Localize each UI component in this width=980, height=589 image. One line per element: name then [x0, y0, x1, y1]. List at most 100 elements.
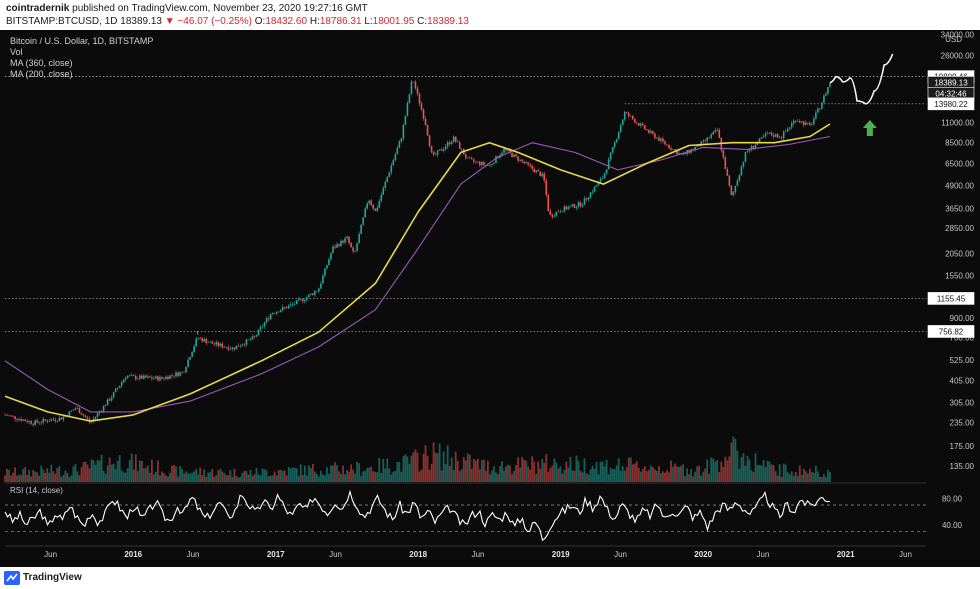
candle-body[interactable]: [229, 348, 232, 350]
candle-body[interactable]: [114, 388, 117, 393]
volume-bar[interactable]: [370, 466, 373, 482]
candle-body[interactable]: [420, 103, 423, 110]
volume-bar[interactable]: [48, 472, 51, 482]
candle-body[interactable]: [273, 313, 276, 314]
volume-bar[interactable]: [503, 470, 505, 482]
candle-body[interactable]: [326, 265, 328, 269]
volume-bar[interactable]: [724, 456, 727, 482]
candle-body[interactable]: [569, 205, 572, 207]
candle-body[interactable]: [370, 200, 373, 205]
volume-bar[interactable]: [752, 472, 755, 482]
volume-bar[interactable]: [227, 475, 230, 482]
candle-body[interactable]: [44, 419, 47, 421]
candle-body[interactable]: [678, 153, 680, 155]
candle-body[interactable]: [658, 137, 660, 141]
candle-body[interactable]: [803, 121, 805, 126]
chart-area[interactable]: 135.00 175.00 235.00 305.00 405.00 525.00 700.…: [0, 30, 980, 567]
volume-bar[interactable]: [183, 473, 185, 482]
volume-bar[interactable]: [792, 475, 795, 482]
volume-bar[interactable]: [161, 471, 163, 482]
volume-bar[interactable]: [434, 452, 437, 482]
price-label-box[interactable]: [927, 292, 975, 305]
volume-bar[interactable]: [599, 461, 602, 482]
candle-body[interactable]: [646, 129, 648, 131]
volume-bar[interactable]: [513, 470, 515, 482]
volume-bar[interactable]: [786, 472, 789, 482]
volume-bar[interactable]: [106, 465, 109, 482]
volume-bar[interactable]: [245, 471, 248, 482]
volume-bar[interactable]: [4, 475, 6, 482]
candle-body[interactable]: [28, 421, 30, 423]
volume-bar[interactable]: [283, 470, 286, 482]
candle-body[interactable]: [169, 375, 171, 379]
volume-bar[interactable]: [621, 466, 624, 482]
volume-bar[interactable]: [825, 476, 827, 482]
volume-bar[interactable]: [332, 465, 334, 482]
volume-bar[interactable]: [766, 460, 769, 482]
volume-bar[interactable]: [722, 466, 725, 482]
volume-bar[interactable]: [454, 451, 457, 482]
volume-bar[interactable]: [706, 459, 709, 482]
candle-body[interactable]: [195, 338, 197, 347]
volume-bar[interactable]: [605, 459, 608, 482]
volume-bar[interactable]: [607, 474, 610, 482]
candle-body[interactable]: [708, 137, 711, 139]
candle-body[interactable]: [90, 421, 93, 423]
volume-bar[interactable]: [112, 463, 115, 482]
candle-body[interactable]: [310, 293, 312, 295]
volume-bar[interactable]: [98, 460, 101, 482]
volume-bar[interactable]: [819, 476, 821, 482]
volume-bar[interactable]: [422, 453, 425, 482]
volume-bar[interactable]: [631, 464, 634, 482]
candle-body[interactable]: [426, 125, 429, 136]
volume-bar[interactable]: [827, 469, 829, 482]
volume-bar[interactable]: [386, 458, 389, 482]
candle-body[interactable]: [287, 305, 290, 309]
volume-bar[interactable]: [497, 474, 499, 482]
candle-body[interactable]: [390, 165, 393, 173]
candle-body[interactable]: [493, 163, 495, 165]
candle-body[interactable]: [448, 142, 451, 144]
candle-body[interactable]: [223, 347, 226, 348]
volume-bar[interactable]: [12, 472, 14, 482]
volume-bar[interactable]: [698, 465, 701, 482]
candle-body[interactable]: [183, 371, 185, 373]
volume-bar[interactable]: [762, 460, 765, 482]
candle-body[interactable]: [533, 168, 535, 173]
volume-bar[interactable]: [255, 467, 258, 482]
volume-bar[interactable]: [14, 467, 16, 482]
legend-ma360[interactable]: MA (360, close): [10, 58, 73, 68]
candle-body[interactable]: [352, 247, 354, 252]
volume-bar[interactable]: [94, 464, 97, 482]
candle-body[interactable]: [766, 133, 769, 135]
candle-body[interactable]: [460, 148, 463, 150]
candle-body[interactable]: [257, 329, 260, 335]
volume-bar[interactable]: [348, 471, 350, 482]
volume-bar[interactable]: [100, 454, 103, 482]
candle-body[interactable]: [96, 413, 99, 417]
candle-body[interactable]: [483, 162, 485, 165]
candle-body[interactable]: [316, 291, 318, 292]
candle-body[interactable]: [368, 200, 370, 204]
volume-bar[interactable]: [60, 476, 63, 482]
volume-bar[interactable]: [728, 456, 731, 482]
candle-body[interactable]: [537, 170, 540, 172]
volume-bar[interactable]: [547, 471, 550, 482]
candle-body[interactable]: [215, 342, 218, 345]
volume-bar[interactable]: [768, 461, 771, 482]
candle-body[interactable]: [585, 198, 588, 200]
candle-body[interactable]: [32, 423, 34, 425]
candle-body[interactable]: [617, 131, 620, 139]
volume-bar[interactable]: [778, 464, 781, 482]
volume-bar[interactable]: [571, 470, 574, 482]
candle-body[interactable]: [386, 176, 389, 183]
candle-body[interactable]: [621, 119, 624, 126]
tradingview-logo-icon[interactable]: [4, 571, 20, 585]
volume-bar[interactable]: [269, 475, 272, 482]
candle-body[interactable]: [243, 344, 246, 346]
volume-bar[interactable]: [68, 476, 71, 482]
candle-body[interactable]: [255, 334, 258, 337]
candle-body[interactable]: [394, 154, 397, 161]
volume-bar[interactable]: [207, 472, 210, 482]
volume-bar[interactable]: [340, 473, 342, 482]
